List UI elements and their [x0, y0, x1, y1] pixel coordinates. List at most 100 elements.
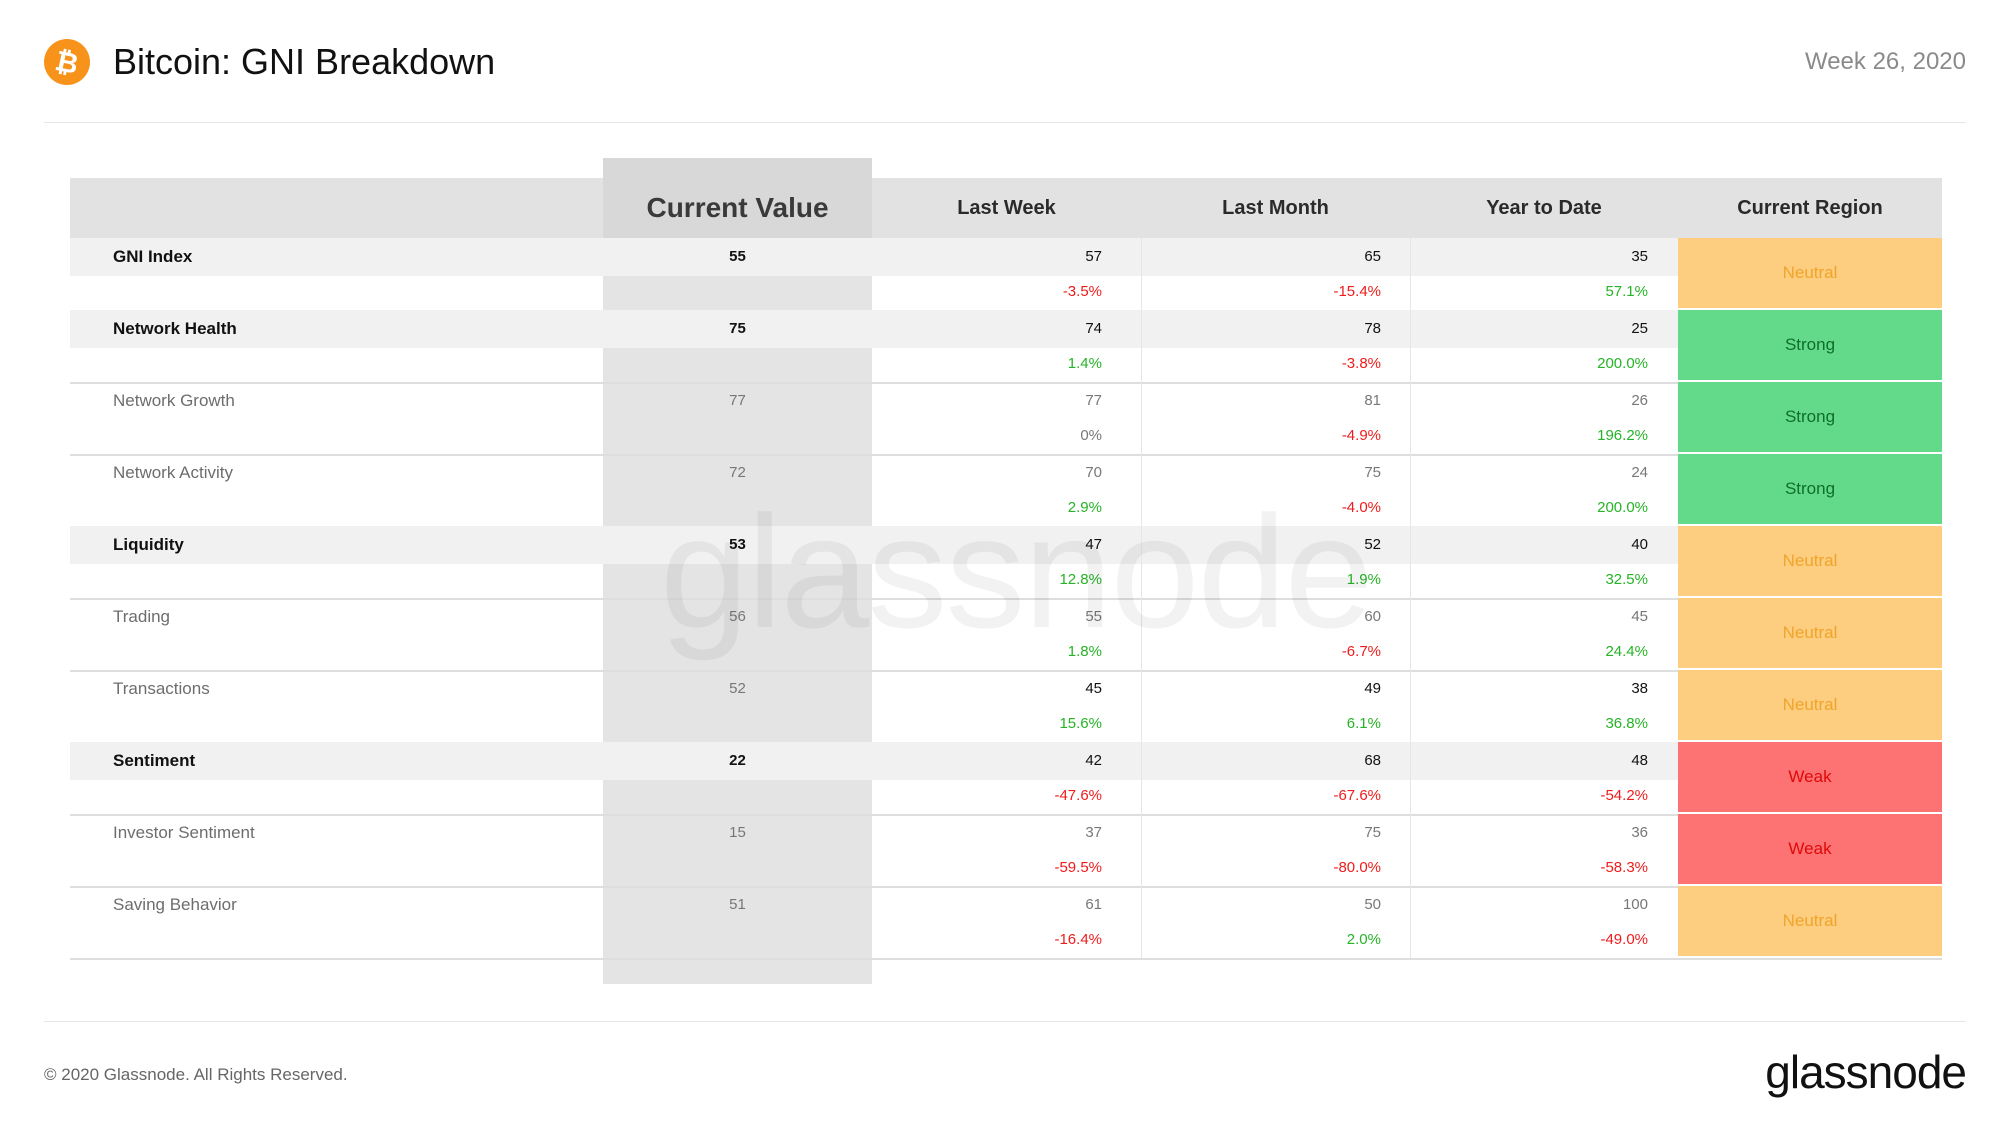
last-month-value: 50	[1364, 896, 1381, 913]
table-row-transactions: Transactions 52 45 49 38 15.6% 6.1% 36.8…	[70, 670, 1942, 744]
column-header-year-to-date: Year to Date	[1486, 197, 1602, 219]
region-badge: Weak	[1678, 814, 1942, 884]
ytd-change: 36.8%	[1605, 715, 1648, 732]
region-badge: Strong	[1678, 310, 1942, 380]
last-week-change: 12.8%	[1059, 571, 1102, 588]
last-month-change: -80.0%	[1333, 859, 1381, 876]
table-row-gni-index: GNI Index 55 57 65 35 -3.5% -15.4% 57.1%…	[70, 238, 1942, 312]
last-month-value: 75	[1364, 464, 1381, 481]
table-row-saving-behavior: Saving Behavior 51 61 50 100 -16.4% 2.0%…	[70, 886, 1942, 960]
row-name: Network Activity	[113, 463, 233, 482]
ytd-change: 196.2%	[1597, 427, 1648, 444]
column-header-last-week: Last Week	[957, 197, 1056, 219]
last-month-value: 78	[1364, 320, 1381, 337]
last-month-change: -3.8%	[1341, 355, 1381, 372]
svg-text:₿: ₿	[52, 44, 81, 81]
last-month-change: 1.9%	[1346, 571, 1381, 588]
table-row-liquidity: Liquidity 53 47 52 40 12.8% 1.9% 32.5% N…	[70, 526, 1942, 600]
region-badge: Neutral	[1678, 238, 1942, 308]
current-value: 52	[729, 680, 746, 697]
row-name: Network Growth	[113, 391, 235, 410]
last-month-value: 49	[1364, 680, 1381, 697]
last-month-value: 68	[1364, 752, 1381, 769]
last-month-value: 81	[1364, 392, 1381, 409]
region-badge: Neutral	[1678, 526, 1942, 596]
ytd-value: 38	[1631, 680, 1648, 697]
row-name: Trading	[113, 607, 171, 626]
last-week-change: 2.9%	[1067, 499, 1102, 516]
last-week-value: 70	[1085, 464, 1102, 481]
table-row-network-activity: Network Activity 72 70 75 24 2.9% -4.0% …	[70, 454, 1942, 528]
current-value: 53	[729, 536, 746, 553]
gni-table: Current Value Last Week Last Month Year …	[70, 158, 1942, 984]
region-badge: Strong	[1678, 382, 1942, 452]
ytd-value: 48	[1631, 752, 1648, 769]
glassnode-logo: glassnode	[1765, 1046, 1967, 1098]
last-week-change: 1.4%	[1067, 355, 1102, 372]
current-value: 72	[729, 464, 746, 481]
ytd-change: -49.0%	[1600, 931, 1648, 948]
table-header-bar	[70, 178, 1942, 238]
last-month-value: 52	[1364, 536, 1381, 553]
ytd-value: 35	[1631, 248, 1648, 265]
last-week-value: 55	[1085, 608, 1102, 625]
last-week-value: 45	[1085, 680, 1102, 697]
current-value: 15	[729, 824, 746, 841]
region-badge: Neutral	[1678, 670, 1942, 740]
last-month-value: 65	[1364, 248, 1381, 265]
current-value: 56	[729, 608, 746, 625]
last-week-change: -16.4%	[1054, 931, 1102, 948]
current-value-column-band	[603, 158, 872, 984]
region-badge: Neutral	[1678, 886, 1942, 956]
ytd-value: 25	[1631, 320, 1648, 337]
last-week-value: 37	[1085, 824, 1102, 841]
page-title: Bitcoin: GNI Breakdown	[113, 41, 496, 82]
ytd-value: 40	[1631, 536, 1648, 553]
copyright-text: © 2020 Glassnode. All Rights Reserved.	[44, 1065, 348, 1084]
bitcoin-icon: ₿	[44, 39, 90, 85]
table-row-network-health: Network Health 75 74 78 25 1.4% -3.8% 20…	[70, 310, 1942, 384]
row-name: GNI Index	[113, 247, 193, 266]
report-week: Week 26, 2020	[1804, 48, 1966, 75]
row-name: Saving Behavior	[113, 895, 237, 914]
ytd-change: 200.0%	[1597, 355, 1648, 372]
last-week-change: -59.5%	[1054, 859, 1102, 876]
last-month-change: -15.4%	[1333, 283, 1381, 300]
last-month-change: 6.1%	[1346, 715, 1381, 732]
ytd-value: 45	[1631, 608, 1648, 625]
last-month-change: -67.6%	[1333, 787, 1381, 804]
table-body: GNI Index 55 57 65 35 -3.5% -15.4% 57.1%…	[70, 238, 1942, 960]
current-value-header-band	[603, 158, 872, 238]
row-name: Liquidity	[113, 535, 184, 554]
current-value: 51	[729, 896, 746, 913]
last-month-change: -6.7%	[1341, 643, 1381, 660]
table-row-investor-sentiment: Investor Sentiment 15 37 75 36 -59.5% -8…	[70, 814, 1942, 888]
current-value: 22	[729, 752, 746, 769]
row-name: Investor Sentiment	[113, 823, 255, 842]
row-name: Transactions	[113, 679, 210, 698]
ytd-value: 100	[1622, 896, 1648, 913]
last-week-value: 57	[1085, 248, 1102, 265]
ytd-change: 32.5%	[1605, 571, 1648, 588]
last-week-value: 47	[1085, 536, 1102, 553]
ytd-value: 26	[1631, 392, 1648, 409]
last-week-change: 0%	[1080, 427, 1102, 444]
last-month-value: 60	[1364, 608, 1381, 625]
last-month-change: 2.0%	[1346, 931, 1381, 948]
last-week-value: 61	[1085, 896, 1102, 913]
last-month-change: -4.0%	[1341, 499, 1381, 516]
ytd-change: 24.4%	[1605, 643, 1648, 660]
ytd-value: 36	[1631, 824, 1648, 841]
ytd-value: 24	[1631, 464, 1648, 481]
row-name: Sentiment	[113, 751, 196, 770]
region-badge: Weak	[1678, 742, 1942, 812]
last-week-value: 77	[1085, 392, 1102, 409]
last-week-value: 42	[1085, 752, 1102, 769]
last-week-change: 15.6%	[1059, 715, 1102, 732]
region-badge: Strong	[1678, 454, 1942, 524]
last-month-value: 75	[1364, 824, 1381, 841]
region-badge: Neutral	[1678, 598, 1942, 668]
report-header: ₿ Bitcoin: GNI Breakdown Week 26, 2020	[44, 30, 1966, 123]
row-name: Network Health	[113, 319, 237, 338]
footer-divider	[44, 1021, 1966, 1022]
